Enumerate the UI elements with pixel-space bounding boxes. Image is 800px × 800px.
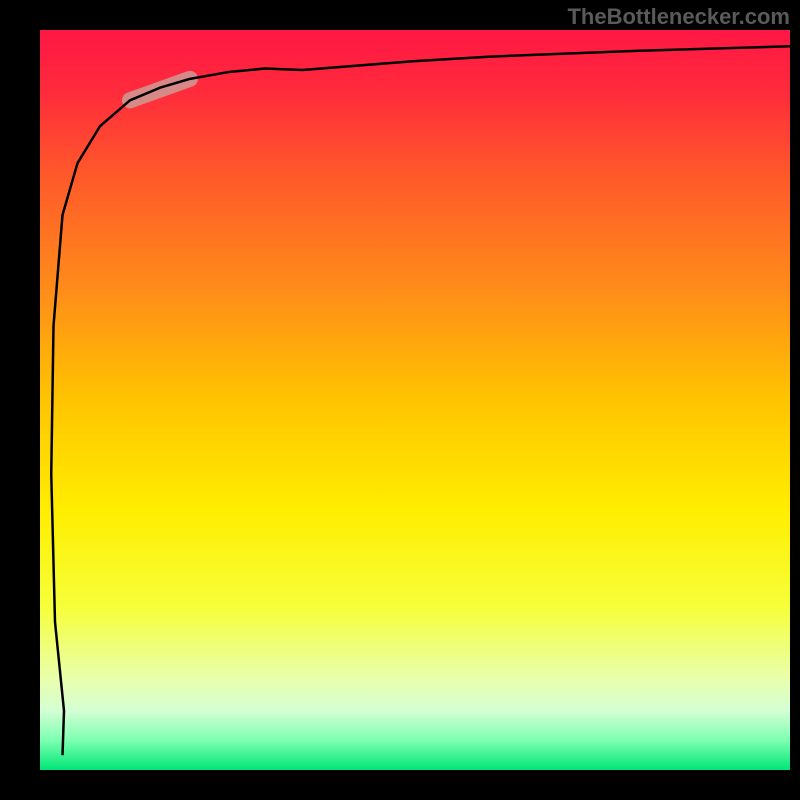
chart-curve-layer [40,30,790,770]
watermark-label: TheBottlenecker.com [567,4,790,30]
chart-plot-area [40,30,790,770]
bottleneck-curve [51,46,790,755]
